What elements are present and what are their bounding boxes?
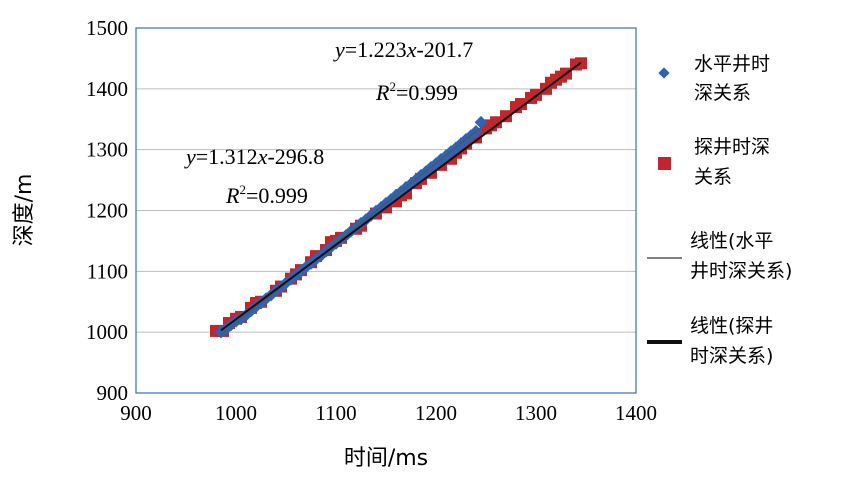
y-tick-label: 1000 <box>86 320 128 344</box>
x-tick-label: 900 <box>120 401 152 425</box>
legend-item-linear-exploration: 线性(探井 时深关系) <box>647 315 773 367</box>
equation-label-exploration: y=1.223x-201.7 <box>333 37 473 62</box>
data-point-exploration-well <box>490 116 502 129</box>
data-point-exploration-well <box>500 110 512 123</box>
y-tick-label: 1300 <box>86 138 128 162</box>
r2-label-exploration: R2=0.999 <box>375 79 458 105</box>
y-axis-title: 深度/m <box>12 174 37 247</box>
x-tick-label: 1000 <box>215 401 257 425</box>
legend-label-linear-horizontal-line1: 线性(水平 <box>690 230 773 252</box>
x-tick-label: 1200 <box>415 401 457 425</box>
y-tick-label: 1400 <box>86 77 128 101</box>
x-tick-label: 1100 <box>315 401 356 425</box>
x-tick-labels: 900 1000 1100 1200 1300 1400 <box>120 401 657 425</box>
legend-label-exploration-well-line2: 关系 <box>694 166 732 188</box>
x-tick-label: 1400 <box>615 401 657 425</box>
legend-item-linear-horizontal: 线性(水平 井时深关系) <box>647 230 792 282</box>
r2-label-horizontal: R2=0.999 <box>225 182 308 208</box>
y-tick-labels: 900 1000 1100 1200 1300 1400 1500 <box>86 16 128 405</box>
legend-item-horizontal-well: 水平井时 深关系 <box>658 53 770 104</box>
y-tick-label: 1200 <box>86 199 128 223</box>
trendline-horizontal-well <box>220 126 482 336</box>
trendline-exploration-well <box>220 61 582 332</box>
legend-item-exploration-well: 探井时深 关系 <box>658 136 770 188</box>
trendlines <box>220 61 582 336</box>
legend-label-linear-horizontal-line2: 井时深关系) <box>690 260 792 282</box>
legend-label-horizontal-well-line2: 深关系 <box>694 82 751 104</box>
legend-label-linear-exploration-line2: 时深关系) <box>690 345 773 367</box>
y-tick-label: 1100 <box>87 259 128 283</box>
legend-label-exploration-well-line1: 探井时深 <box>694 136 770 158</box>
x-axis-title: 时间/ms <box>344 446 428 471</box>
x-tick-label: 1300 <box>515 401 557 425</box>
data-point-exploration-well <box>515 98 527 111</box>
legend: 水平井时 深关系 探井时深 关系 线性(水平 井时深关系) 线性(探井 时深关系… <box>647 53 792 367</box>
equation-label-horizontal: y=1.312x-296.8 <box>184 144 324 169</box>
y-tick-label: 1500 <box>86 16 128 40</box>
data-point-horizontal-well <box>474 115 488 129</box>
square-marker-icon <box>658 157 671 170</box>
legend-label-linear-exploration-line1: 线性(探井 <box>690 315 773 337</box>
y-tick-label: 900 <box>97 381 129 405</box>
plot-frame <box>135 27 637 394</box>
legend-label-horizontal-well-line1: 水平井时 <box>694 53 770 75</box>
